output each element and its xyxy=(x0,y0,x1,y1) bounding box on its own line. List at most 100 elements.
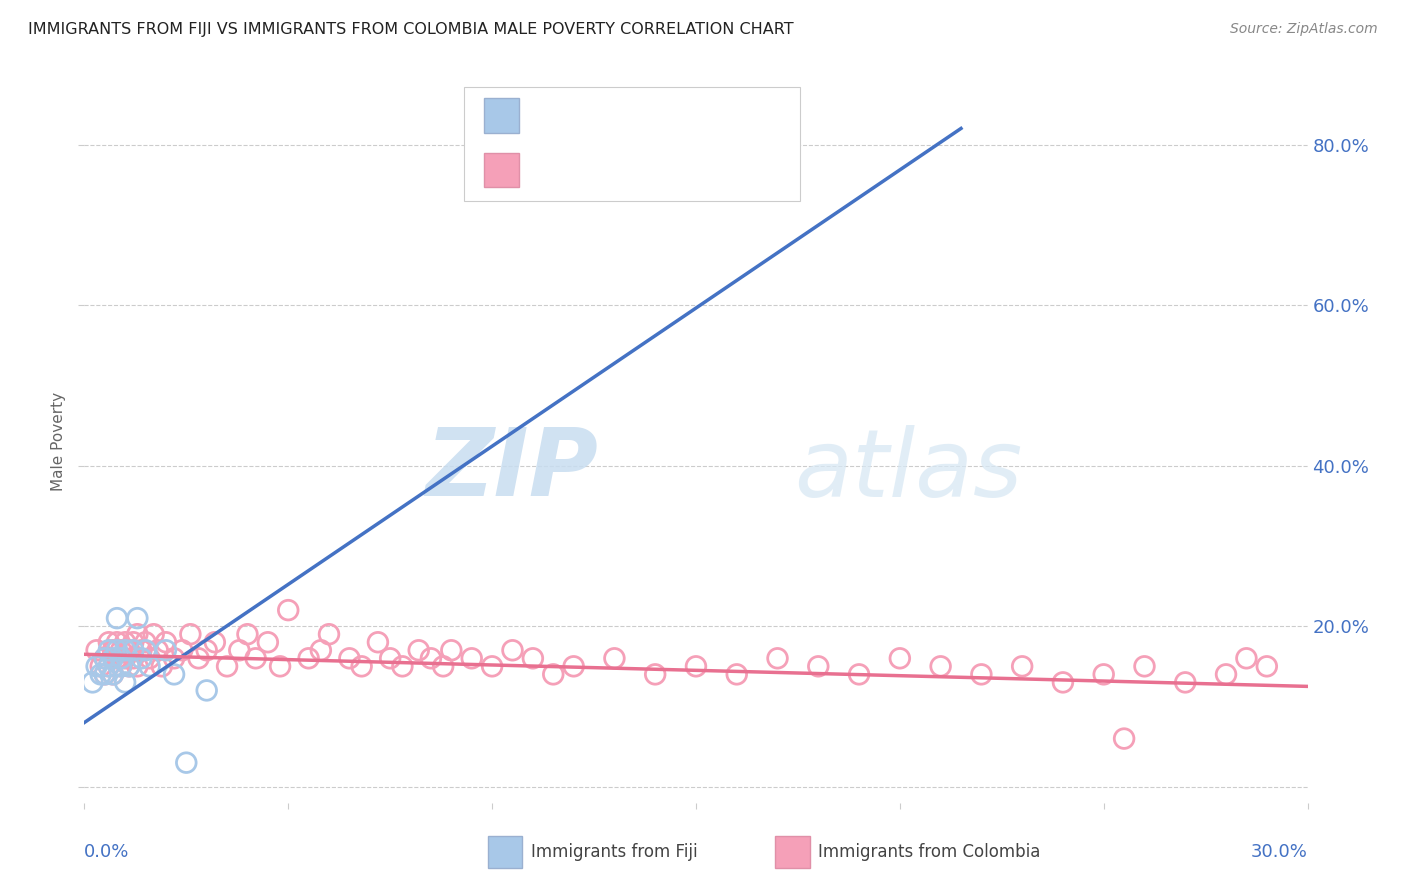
Point xyxy=(481,659,503,673)
Point xyxy=(807,659,830,673)
Point xyxy=(101,651,124,665)
Point xyxy=(110,643,132,657)
Text: R =  0.959   N = 25: R = 0.959 N = 25 xyxy=(533,107,696,125)
Point xyxy=(929,659,952,673)
Point xyxy=(105,643,128,657)
Point xyxy=(367,635,389,649)
Point xyxy=(150,659,173,673)
Point xyxy=(1256,659,1278,673)
Point xyxy=(146,643,169,657)
Point xyxy=(1174,675,1197,690)
Point xyxy=(603,651,626,665)
Point xyxy=(122,651,145,665)
Point xyxy=(118,643,141,657)
Point xyxy=(110,659,132,673)
Point xyxy=(432,659,454,673)
Point xyxy=(118,659,141,673)
Text: 0.0%: 0.0% xyxy=(84,843,129,861)
Point xyxy=(110,651,132,665)
Point xyxy=(195,643,218,657)
Point xyxy=(163,651,186,665)
Y-axis label: Male Poverty: Male Poverty xyxy=(51,392,66,491)
Point xyxy=(685,659,707,673)
Point xyxy=(174,756,197,770)
Point xyxy=(122,635,145,649)
Point xyxy=(380,651,402,665)
Point xyxy=(163,667,186,681)
Point xyxy=(298,651,321,665)
Point xyxy=(105,651,128,665)
Point xyxy=(522,651,544,665)
Point xyxy=(245,651,267,665)
Point xyxy=(101,667,124,681)
Point xyxy=(217,659,239,673)
Point xyxy=(1114,731,1136,746)
Point xyxy=(101,643,124,657)
Point xyxy=(725,667,748,681)
Point xyxy=(269,659,291,673)
Point xyxy=(86,659,108,673)
Point xyxy=(179,627,201,641)
Point xyxy=(350,659,373,673)
Point xyxy=(155,643,177,657)
Point xyxy=(257,635,280,649)
Point xyxy=(114,635,136,649)
Bar xyxy=(776,836,810,868)
Point xyxy=(97,659,120,673)
Text: R = -0.235   N = 77: R = -0.235 N = 77 xyxy=(533,161,696,179)
Point xyxy=(440,643,463,657)
Point xyxy=(90,659,112,673)
Point xyxy=(172,643,194,657)
Point xyxy=(420,651,443,665)
Point xyxy=(461,651,484,665)
Point xyxy=(90,667,112,681)
Point xyxy=(127,611,149,625)
Point xyxy=(155,635,177,649)
Text: Immigrants from Fiji: Immigrants from Fiji xyxy=(531,843,697,861)
Point xyxy=(93,651,115,665)
Point xyxy=(562,659,585,673)
Point xyxy=(97,659,120,673)
Point xyxy=(93,667,115,681)
Point xyxy=(766,651,789,665)
Point xyxy=(408,643,430,657)
Point xyxy=(502,643,524,657)
Point xyxy=(195,683,218,698)
Point xyxy=(131,651,153,665)
Point xyxy=(122,643,145,657)
Point xyxy=(114,675,136,690)
Point xyxy=(1092,667,1115,681)
Point xyxy=(339,651,361,665)
Point xyxy=(277,603,299,617)
Point xyxy=(127,659,149,673)
Point xyxy=(543,667,565,681)
Point xyxy=(391,659,413,673)
Point xyxy=(127,627,149,641)
Point xyxy=(101,667,124,681)
Text: Source: ZipAtlas.com: Source: ZipAtlas.com xyxy=(1230,22,1378,37)
Point xyxy=(1133,659,1156,673)
Point xyxy=(1052,675,1074,690)
Text: Immigrants from Colombia: Immigrants from Colombia xyxy=(818,843,1040,861)
Point xyxy=(848,667,870,681)
Point xyxy=(236,627,259,641)
Point xyxy=(318,627,340,641)
Text: 30.0%: 30.0% xyxy=(1251,843,1308,861)
Point xyxy=(97,643,120,657)
Point xyxy=(970,667,993,681)
Point xyxy=(1215,667,1237,681)
Point xyxy=(228,643,250,657)
Point xyxy=(135,635,157,649)
Point xyxy=(1011,659,1033,673)
Point xyxy=(309,643,332,657)
Point xyxy=(97,635,120,649)
Point xyxy=(93,667,115,681)
Point xyxy=(114,643,136,657)
Bar xyxy=(484,153,519,187)
Point xyxy=(105,611,128,625)
Point xyxy=(142,627,165,641)
Point xyxy=(82,675,104,690)
Point xyxy=(131,643,153,657)
Point xyxy=(204,635,226,649)
Point xyxy=(105,635,128,649)
